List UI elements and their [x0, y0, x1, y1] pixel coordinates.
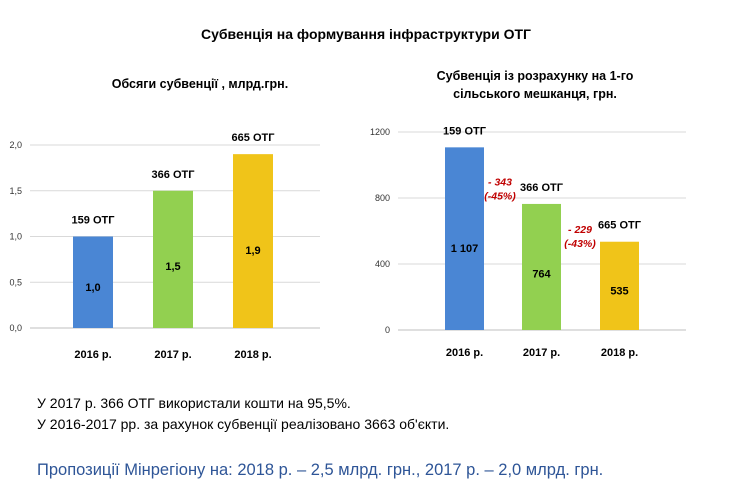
- right-difference-label: - 229: [568, 224, 592, 236]
- right-value-label: 764: [532, 268, 551, 280]
- right-category-label: 2018 р.: [601, 347, 638, 359]
- left-top-label: 366 ОТГ: [152, 169, 196, 181]
- left-top-label: 665 ОТГ: [232, 132, 276, 144]
- left-y-tick-label: 0,0: [9, 323, 22, 333]
- right-y-tick-label: 0: [385, 325, 390, 335]
- right-y-tick-label: 1200: [370, 127, 390, 137]
- note-usage: У 2017 р. 366 ОТГ використали кошти на 9…: [37, 395, 351, 411]
- right-top-label: 366 ОТГ: [520, 182, 564, 194]
- left-category-label: 2017 р.: [154, 349, 191, 361]
- left-value-label: 1,5: [165, 261, 180, 273]
- right-bar-1: [445, 147, 484, 330]
- left-bar-2: [153, 190, 193, 328]
- right-difference-percent: (-43%): [564, 238, 596, 250]
- slide-title: Субвенція на формування інфраструктури О…: [201, 26, 531, 42]
- left-y-tick-label: 1,0: [9, 232, 22, 242]
- right-difference-percent: (-45%): [484, 191, 516, 203]
- right-category-label: 2017 р.: [523, 347, 560, 359]
- left-bar-3: [233, 154, 273, 328]
- left-value-label: 1,0: [85, 282, 100, 294]
- right-bar-3: [600, 241, 639, 330]
- right-value-label: 1 107: [451, 243, 479, 255]
- left-chart-title: Обсяги субвенції , млрд.грн.: [111, 77, 289, 91]
- left-y-tick-label: 0,5: [9, 277, 22, 287]
- left-y-tick-label: 2,0: [9, 140, 22, 150]
- right-y-tick-label: 800: [375, 193, 390, 203]
- right-y-tick-label: 400: [375, 259, 390, 269]
- right-value-label: 535: [610, 285, 628, 297]
- left-y-tick-label: 1,5: [9, 186, 22, 196]
- left-bar-1: [73, 236, 113, 328]
- right-bar-2: [522, 203, 561, 330]
- right-top-label: 159 ОТГ: [443, 125, 487, 137]
- left-category-label: 2018 р.: [234, 349, 271, 361]
- right-category-label: 2016 р.: [446, 347, 483, 359]
- left-value-label: 1,9: [245, 245, 260, 257]
- left-top-label: 159 ОТГ: [72, 215, 116, 227]
- left-category-label: 2016 р.: [74, 349, 111, 361]
- right-difference-label: - 343: [488, 177, 512, 189]
- right-top-label: 665 ОТГ: [598, 220, 642, 232]
- right-chart-title: Субвенція із розрахунку на 1-го сільсько…: [436, 69, 634, 101]
- note-objects: У 2016-2017 рр. за рахунок субвенції реа…: [37, 416, 450, 432]
- proposal-text: Пропозиції Мінрегіону на: 2018 р. – 2,5 …: [37, 461, 604, 479]
